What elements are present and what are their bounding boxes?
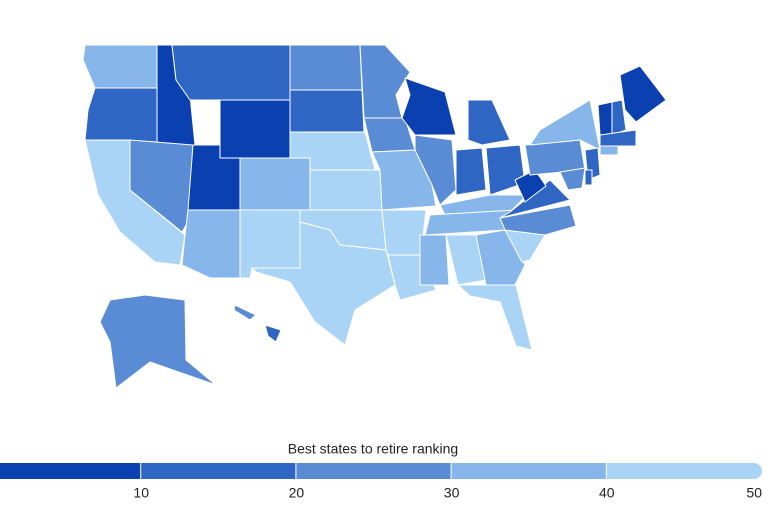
state (289, 89, 365, 133)
state (309, 169, 383, 211)
legend-tick-label: 50 (746, 485, 762, 501)
legend-tick-label: 30 (444, 485, 460, 501)
legend-swatch-fill (606, 463, 627, 479)
legend-swatch (141, 463, 296, 479)
state (455, 147, 487, 196)
state (597, 101, 613, 136)
state (599, 129, 637, 147)
state (619, 65, 667, 123)
legend-swatch (606, 463, 762, 479)
state (264, 324, 282, 343)
state (239, 157, 311, 211)
state (599, 145, 619, 156)
state (289, 44, 363, 91)
legend-tick-label: 40 (599, 485, 615, 501)
state (84, 87, 158, 143)
state (82, 44, 158, 89)
state (499, 204, 577, 236)
legend-swatch (296, 463, 451, 479)
state (233, 304, 257, 321)
state (419, 234, 450, 286)
state (401, 77, 457, 136)
state (611, 99, 627, 136)
state (457, 284, 533, 351)
legend-swatch (0, 463, 141, 479)
state (439, 194, 528, 216)
states (82, 44, 667, 389)
state (381, 209, 427, 256)
state (181, 209, 241, 279)
state (584, 169, 593, 186)
state (467, 99, 511, 146)
state (99, 294, 217, 389)
legend: 10 20 30 40 50 (0, 463, 762, 501)
state (251, 221, 396, 346)
state (529, 99, 601, 151)
state (129, 139, 194, 233)
legend-swatch (451, 463, 606, 479)
state (514, 169, 547, 203)
legend-tick-label: 20 (289, 485, 305, 501)
state (359, 44, 411, 119)
legend-tick-label: 10 (133, 485, 149, 501)
state (171, 44, 291, 101)
state (219, 99, 291, 159)
state (559, 167, 586, 191)
legend-title: Best states to retire ranking (288, 441, 458, 457)
